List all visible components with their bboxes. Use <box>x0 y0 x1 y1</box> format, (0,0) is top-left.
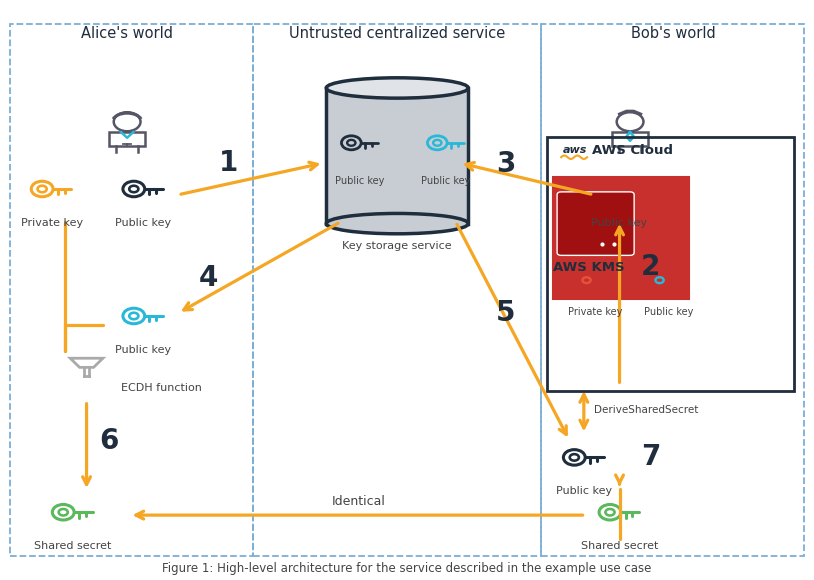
Text: DeriveSharedSecret: DeriveSharedSecret <box>593 405 698 415</box>
Text: Public key: Public key <box>592 218 648 228</box>
Text: Private key: Private key <box>20 218 83 228</box>
Text: AWS KMS: AWS KMS <box>553 261 624 274</box>
Text: Untrusted centralized service: Untrusted centralized service <box>289 26 505 41</box>
Text: 3: 3 <box>497 150 515 178</box>
Text: Public key: Public key <box>116 345 172 355</box>
Text: 1: 1 <box>219 149 239 177</box>
Polygon shape <box>326 88 468 224</box>
Text: Public key: Public key <box>335 176 385 186</box>
Text: Shared secret: Shared secret <box>34 541 112 551</box>
Text: AWS Cloud: AWS Cloud <box>592 144 673 157</box>
Text: Bob's world: Bob's world <box>631 26 716 41</box>
Ellipse shape <box>326 213 468 234</box>
Text: Private key: Private key <box>568 307 623 317</box>
Ellipse shape <box>326 78 468 98</box>
Text: 5: 5 <box>497 299 516 327</box>
Text: Public key: Public key <box>116 218 172 228</box>
Text: Key storage service: Key storage service <box>343 241 452 251</box>
Text: Shared secret: Shared secret <box>581 541 659 551</box>
FancyBboxPatch shape <box>557 192 634 255</box>
Text: Public key: Public key <box>556 486 612 496</box>
Text: Public key: Public key <box>644 307 693 317</box>
Text: Figure 1: High-level architecture for the service described in the example use c: Figure 1: High-level architecture for th… <box>162 561 652 575</box>
Text: 2: 2 <box>641 253 660 281</box>
Text: 4: 4 <box>199 264 218 292</box>
Text: Public key: Public key <box>422 176 470 186</box>
Text: 6: 6 <box>98 427 118 455</box>
FancyBboxPatch shape <box>553 177 689 299</box>
Text: 7: 7 <box>641 443 660 472</box>
Text: Identical: Identical <box>331 495 385 508</box>
Text: aws: aws <box>562 146 587 155</box>
Text: Alice's world: Alice's world <box>81 26 173 41</box>
Text: ECDH function: ECDH function <box>121 383 203 393</box>
